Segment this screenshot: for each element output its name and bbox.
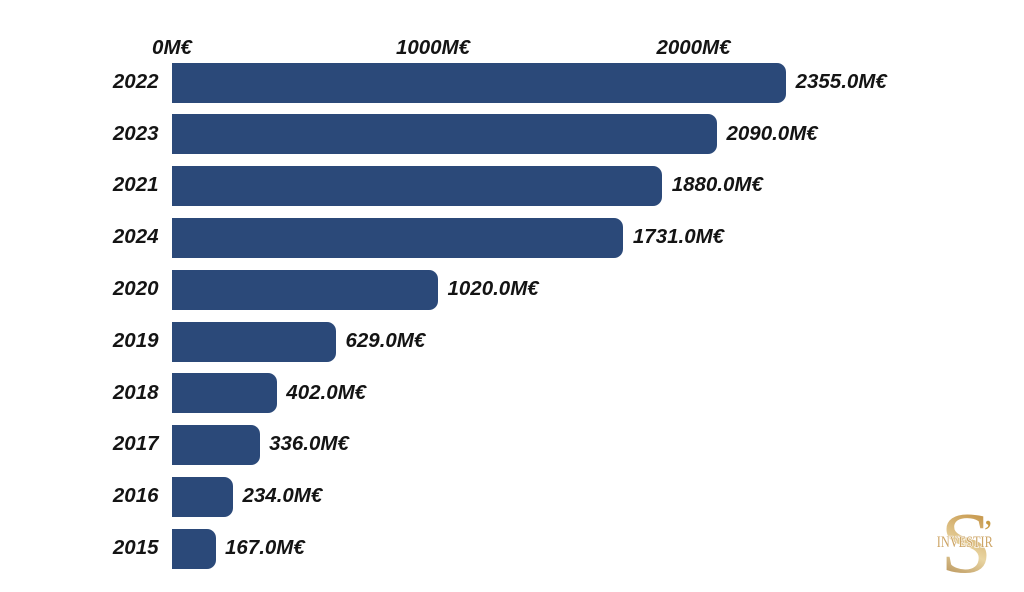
svg-text:S: S xyxy=(940,494,992,591)
svg-text:’: ’ xyxy=(982,514,993,551)
svg-text:INVESTIR: INVESTIR xyxy=(937,534,993,551)
